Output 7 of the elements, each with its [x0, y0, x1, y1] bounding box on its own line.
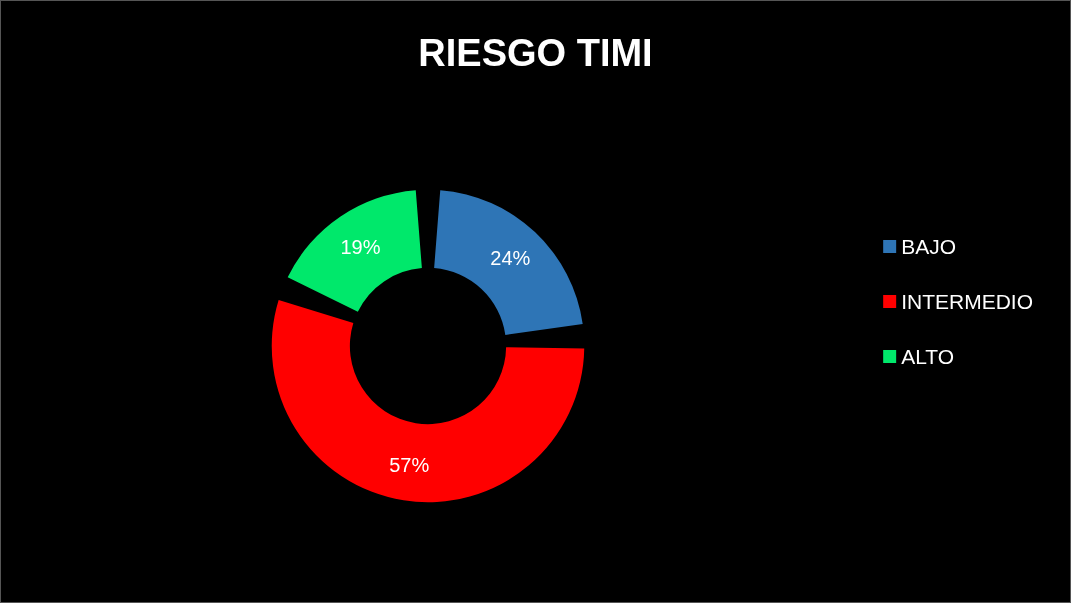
legend-label: ALTO: [901, 345, 955, 368]
legend-label: BAJO: [901, 235, 957, 258]
data-label: 24%: [490, 247, 531, 270]
data-label: 57%: [389, 453, 430, 476]
legend-label: INTERMEDIO: [901, 290, 1034, 313]
data-label: 19%: [340, 235, 381, 258]
chart-title: RIESGO TIMI: [418, 32, 653, 74]
